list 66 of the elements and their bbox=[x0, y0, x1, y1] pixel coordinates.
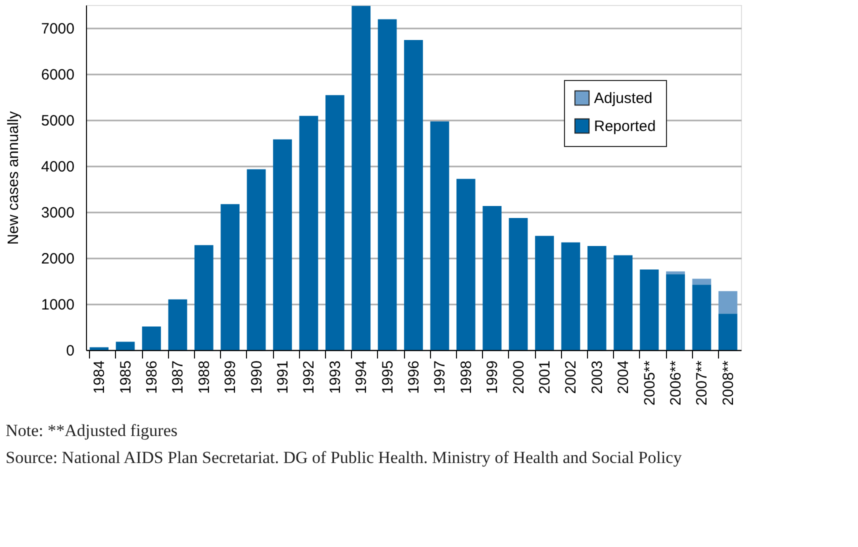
bar bbox=[692, 284, 712, 350]
bar bbox=[587, 246, 606, 350]
x-tick-label: 1997 bbox=[432, 360, 449, 394]
bar bbox=[482, 206, 502, 350]
x-tick-label: 2000 bbox=[510, 360, 528, 394]
x-tick-label: 1988 bbox=[196, 360, 213, 394]
y-tick-label: 0 bbox=[66, 342, 74, 360]
y-tick-label: 6000 bbox=[41, 66, 74, 84]
bar bbox=[90, 347, 109, 350]
bar bbox=[246, 169, 266, 350]
x-tick-label: 1989 bbox=[222, 360, 240, 394]
x-tick-label: 1992 bbox=[300, 360, 318, 394]
y-tick-label: 2000 bbox=[41, 250, 74, 268]
bar bbox=[299, 116, 318, 350]
x-tick-label: 1994 bbox=[353, 360, 370, 394]
y-axis-title: New cases annually bbox=[5, 110, 22, 245]
bar bbox=[142, 326, 161, 350]
x-tick-label: 1991 bbox=[274, 360, 292, 394]
legend-label: Reported bbox=[594, 118, 656, 135]
x-tick-label: 2001 bbox=[536, 360, 554, 394]
bar bbox=[430, 121, 450, 350]
bar bbox=[508, 218, 528, 350]
y-tick-label: 5000 bbox=[41, 112, 74, 130]
y-tick-label: 1000 bbox=[41, 296, 74, 314]
bar bbox=[666, 274, 685, 350]
x-tick-label: 1995 bbox=[379, 360, 396, 394]
text: Note: **Adjusted figures bbox=[6, 421, 178, 440]
bar bbox=[194, 245, 214, 350]
y-tick-label: 4000 bbox=[41, 158, 74, 176]
x-tick-label: 2007** bbox=[694, 360, 711, 406]
x-tick-label: 2002 bbox=[562, 360, 580, 394]
x-tick-label: 1987 bbox=[170, 360, 187, 394]
x-tick-label: 2006** bbox=[668, 360, 684, 406]
bar bbox=[220, 204, 240, 350]
bar bbox=[404, 40, 423, 350]
y-tick-label: 3000 bbox=[41, 204, 74, 222]
bar bbox=[116, 342, 135, 350]
bar bbox=[666, 271, 685, 274]
x-tick-label: 1984 bbox=[91, 360, 108, 394]
x-tick-label: 1996 bbox=[406, 360, 422, 394]
bar bbox=[535, 236, 554, 350]
bar bbox=[718, 291, 738, 314]
y-tick-label: 7000 bbox=[41, 20, 74, 38]
bar bbox=[378, 19, 397, 350]
x-tick-label: 1985 bbox=[117, 360, 134, 394]
source-note: Source: National AIDS Plan Secretariat. DG of Public Health. Ministry of Health and Social Policy bbox=[6, 448, 682, 468]
bar bbox=[692, 278, 712, 285]
x-tick-label: 2008** bbox=[720, 360, 737, 406]
x-tick-label: 1993 bbox=[326, 360, 344, 394]
x-tick-label: 2004 bbox=[615, 360, 632, 394]
bar bbox=[614, 255, 633, 350]
bar bbox=[561, 242, 580, 350]
x-tick-label: 1999 bbox=[484, 360, 502, 394]
x-tick-label: 1986 bbox=[144, 360, 160, 394]
x-tick-label: 1990 bbox=[248, 360, 266, 394]
bar bbox=[273, 139, 292, 350]
x-tick-label: 1998 bbox=[458, 360, 475, 394]
bar bbox=[456, 178, 476, 350]
bar bbox=[718, 314, 738, 350]
legend-label: Adjusted bbox=[594, 90, 652, 107]
bar bbox=[640, 270, 659, 350]
x-tick-label: 2003 bbox=[588, 360, 606, 394]
bar bbox=[168, 299, 188, 350]
bar bbox=[325, 95, 344, 350]
x-tick-label: 2005** bbox=[641, 360, 658, 406]
bar bbox=[352, 6, 371, 350]
